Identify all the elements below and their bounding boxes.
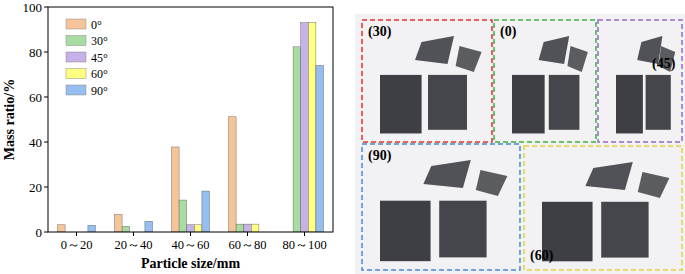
x-tick-label: 60～80 xyxy=(229,238,267,252)
y-tick xyxy=(44,7,48,8)
fragment xyxy=(423,160,470,188)
fragment xyxy=(415,36,454,64)
y-tick-label: 40 xyxy=(29,135,42,150)
bar xyxy=(316,66,324,233)
fragment xyxy=(456,46,482,72)
bar xyxy=(122,226,130,232)
y-tick xyxy=(44,97,48,98)
x-tick-label: 80～100 xyxy=(282,238,326,252)
bar xyxy=(229,117,237,232)
x-tick xyxy=(247,232,248,236)
panel-label: (60) xyxy=(530,248,554,264)
y-tick-label: 100 xyxy=(23,0,43,15)
y-tick xyxy=(44,52,48,53)
photo-panel xyxy=(362,20,492,142)
fragment xyxy=(638,172,670,198)
fragment xyxy=(646,75,671,130)
bar xyxy=(194,225,202,232)
fragment xyxy=(380,201,431,261)
photo-panel xyxy=(362,144,520,270)
legend-swatch xyxy=(66,69,86,79)
legend-swatch xyxy=(66,36,86,46)
bar xyxy=(145,221,153,232)
bar xyxy=(202,191,210,232)
x-tick-label: 0～20 xyxy=(61,238,93,252)
photo-panel xyxy=(494,20,596,142)
y-tick xyxy=(44,187,48,188)
legend-label: 60° xyxy=(91,67,108,81)
fragment xyxy=(380,75,422,134)
figure: 0 20 40 60 80 100 0～20 20～40 40～60 60～80 80～100 Par… xyxy=(0,0,685,274)
panel-label: (45) xyxy=(652,56,676,72)
bars xyxy=(58,23,324,232)
legend-label: 45° xyxy=(91,51,108,65)
fragment xyxy=(439,201,486,258)
bar xyxy=(308,23,316,232)
fragment xyxy=(539,36,570,64)
bar xyxy=(293,47,301,232)
fragment xyxy=(512,75,545,134)
y-tick-label: 80 xyxy=(29,45,42,60)
panel-label: (0) xyxy=(500,24,517,40)
photo-panel xyxy=(524,146,682,270)
panel-label: (90) xyxy=(368,148,392,164)
legend-label: 90° xyxy=(91,84,108,98)
legend-label: 0° xyxy=(91,18,102,32)
x-tick xyxy=(133,232,134,236)
fragment xyxy=(585,162,632,190)
x-tick-label: 40～60 xyxy=(172,238,210,252)
fragment xyxy=(428,75,467,130)
bar xyxy=(301,23,309,232)
plot-frame xyxy=(48,7,333,232)
x-tick xyxy=(190,232,191,236)
legend-swatch xyxy=(66,19,86,29)
bar xyxy=(251,224,259,232)
bar xyxy=(172,147,180,232)
legend-label: 30° xyxy=(91,34,108,48)
legend-swatch xyxy=(66,52,86,62)
bar xyxy=(236,224,244,232)
fragment xyxy=(601,202,648,258)
y-tick xyxy=(44,142,48,143)
fragment xyxy=(476,170,508,196)
legend-swatch xyxy=(66,85,86,95)
y-tick-label: 20 xyxy=(29,180,42,195)
bar xyxy=(179,200,187,232)
fragment xyxy=(567,46,587,72)
bar xyxy=(115,214,123,232)
photo-background xyxy=(355,14,685,274)
y-tick-label: 60 xyxy=(29,90,42,105)
x-tick xyxy=(76,232,77,236)
x-tick xyxy=(304,232,305,236)
y-axis-label: Mass ratio/% xyxy=(2,79,17,160)
photo: (30) (0) (45) (90) (60) xyxy=(355,14,685,274)
y-tick-label: 0 xyxy=(36,225,43,240)
y-tick xyxy=(44,232,48,233)
fragment xyxy=(549,75,580,130)
bar xyxy=(187,225,195,232)
fragment xyxy=(616,75,643,134)
bar xyxy=(244,224,252,232)
bar xyxy=(58,225,66,232)
x-tick-label: 20～40 xyxy=(115,238,153,252)
panel-label: (30) xyxy=(368,24,392,40)
photo-panel xyxy=(598,20,682,142)
bar xyxy=(88,225,96,232)
x-axis-label: Particle size/mm xyxy=(141,256,240,271)
